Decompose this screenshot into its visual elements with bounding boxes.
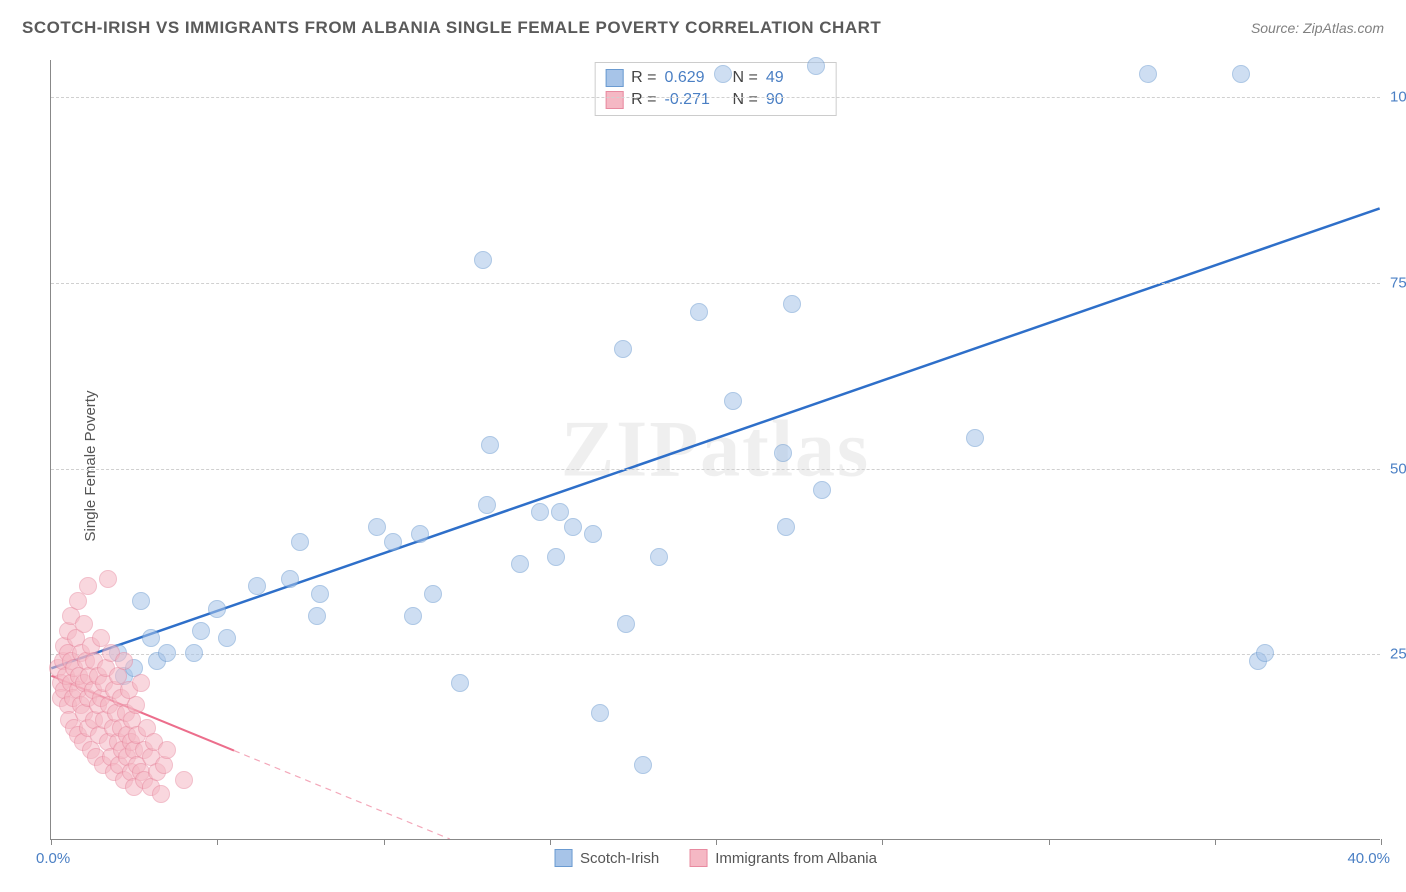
x-tick [1049,839,1050,845]
r-value-1: -0.271 [665,91,725,109]
x-tick-label-min: 0.0% [36,850,70,867]
n-value-1: 90 [766,91,826,109]
data-point [1256,644,1274,662]
data-point [384,533,402,551]
data-point [175,771,193,789]
data-point [481,436,499,454]
x-tick [550,839,551,845]
legend-series-label-1: Immigrants from Albania [715,850,877,867]
x-tick [716,839,717,845]
data-point [564,518,582,536]
data-point [511,555,529,573]
legend-series-item-1: Immigrants from Albania [689,849,877,867]
x-tick [882,839,883,845]
data-point [158,741,176,759]
data-point [478,496,496,514]
data-point [807,57,825,75]
data-point [451,674,469,692]
data-point [142,629,160,647]
legend-swatch-1 [605,91,623,109]
data-point [783,295,801,313]
data-point [714,65,732,83]
data-point [690,303,708,321]
data-point [99,570,117,588]
data-point [650,548,668,566]
data-point [185,644,203,662]
n-label: N = [733,69,758,87]
legend-swatch-bottom-0 [554,849,572,867]
data-point [308,607,326,625]
legend-series-item-0: Scotch-Irish [554,849,659,867]
data-point [208,600,226,618]
x-tick [217,839,218,845]
legend-series-label-0: Scotch-Irish [580,850,659,867]
data-point [966,429,984,447]
data-point [551,503,569,521]
legend-series-box: Scotch-Irish Immigrants from Albania [554,849,877,867]
chart-source: Source: ZipAtlas.com [1251,20,1384,36]
data-point [79,577,97,595]
data-point [158,644,176,662]
chart-container: Single Female Poverty ZIPatlas R = 0.629… [50,60,1380,872]
data-point [127,696,145,714]
y-tick-label: 100.0% [1390,89,1406,106]
data-point [617,615,635,633]
data-point [132,674,150,692]
data-point [248,577,266,595]
x-tick [51,839,52,845]
data-point [531,503,549,521]
data-point [368,518,386,536]
x-tick [1215,839,1216,845]
data-point [291,533,309,551]
x-tick-label-max: 40.0% [1347,850,1390,867]
gridline [51,97,1380,98]
data-point [115,652,133,670]
trend-lines-layer [51,60,1380,839]
data-point [474,251,492,269]
legend-swatch-0 [605,69,623,87]
data-point [152,785,170,803]
data-point [813,481,831,499]
data-point [218,629,236,647]
chart-title: SCOTCH-IRISH VS IMMIGRANTS FROM ALBANIA … [22,18,881,38]
r-label: R = [631,69,656,87]
data-point [1139,65,1157,83]
data-point [404,607,422,625]
gridline [51,654,1380,655]
chart-header: SCOTCH-IRISH VS IMMIGRANTS FROM ALBANIA … [22,18,1384,38]
n-label: N = [733,91,758,109]
legend-swatch-bottom-1 [689,849,707,867]
gridline [51,469,1380,470]
x-tick [1381,839,1382,845]
data-point [132,592,150,610]
data-point [281,570,299,588]
data-point [424,585,442,603]
data-point [192,622,210,640]
y-tick-label: 50.0% [1390,460,1406,477]
data-point [724,392,742,410]
data-point [311,585,329,603]
data-point [1232,65,1250,83]
data-point [774,444,792,462]
legend-stats-row-1: R = -0.271 N = 90 [605,89,826,111]
y-tick-label: 75.0% [1390,274,1406,291]
r-label: R = [631,91,656,109]
data-point [75,615,93,633]
data-point [584,525,602,543]
data-point [547,548,565,566]
y-tick-label: 25.0% [1390,646,1406,663]
data-point [777,518,795,536]
plot-area: ZIPatlas R = 0.629 N = 49 R = -0.271 N =… [50,60,1380,840]
gridline [51,283,1380,284]
data-point [591,704,609,722]
data-point [634,756,652,774]
data-point [411,525,429,543]
x-tick [384,839,385,845]
data-point [614,340,632,358]
